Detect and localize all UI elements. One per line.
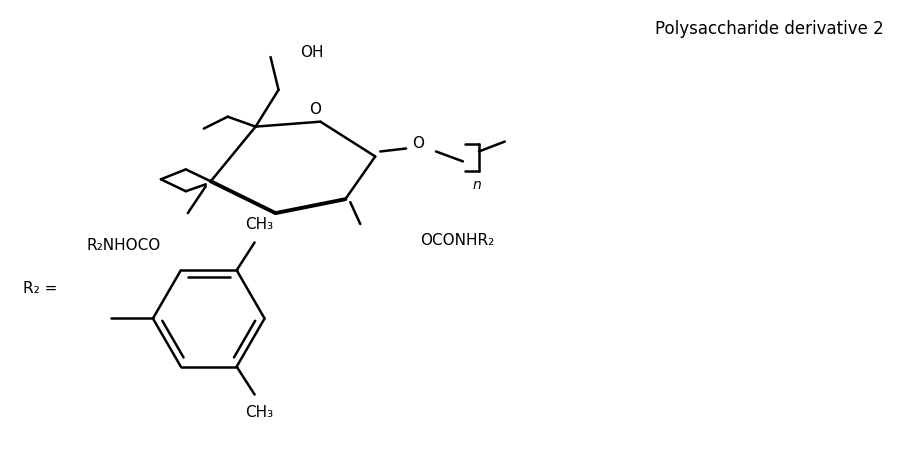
Text: O: O [310,102,321,117]
Text: R₂ =: R₂ = [23,281,58,296]
Text: n: n [472,178,482,192]
Text: OCONHR₂: OCONHR₂ [420,233,494,248]
Text: CH₃: CH₃ [246,405,274,420]
Text: OH: OH [301,45,324,59]
Text: O: O [412,136,424,151]
Text: CH₃: CH₃ [246,217,274,232]
Text: Polysaccharide derivative 2: Polysaccharide derivative 2 [655,20,884,38]
Text: R₂NHOCO: R₂NHOCO [86,238,160,254]
